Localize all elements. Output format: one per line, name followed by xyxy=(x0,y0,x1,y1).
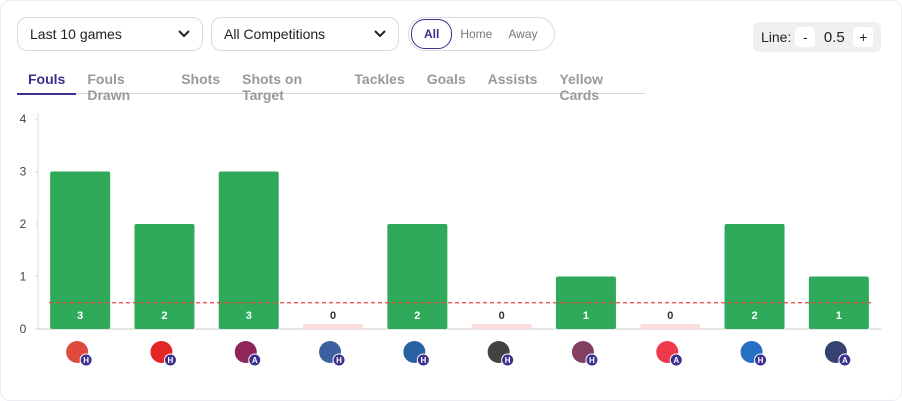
venue-badge-text: H xyxy=(168,356,174,365)
value-label: 0 xyxy=(330,310,336,322)
y-tick-label: 2 xyxy=(20,217,27,231)
chart: 0 1 2 3 4 3 H 2 H 3 A 0 H 2 H 0 H 1 H 0 A 2 H 1 A xyxy=(20,112,881,367)
venue-badge xyxy=(416,353,430,367)
venue-badge xyxy=(79,353,93,367)
value-label: 3 xyxy=(77,310,83,322)
bar xyxy=(640,324,701,329)
stat-tabs: Fouls Fouls Drawn Shots Shots on Target Tack… xyxy=(17,65,645,103)
bar xyxy=(555,276,616,329)
tab[interactable]: Assists xyxy=(487,71,538,87)
value-label: 0 xyxy=(667,310,673,322)
games-dropdown[interactable]: Last 10 games xyxy=(17,17,203,51)
bar xyxy=(471,324,532,329)
venue-button[interactable]: All xyxy=(411,19,453,49)
plus-button[interactable]: + xyxy=(853,27,874,47)
team-logo: A xyxy=(824,341,852,367)
value-label: 1 xyxy=(836,310,842,322)
y-tick-label: 3 xyxy=(20,165,27,179)
value-label: 0 xyxy=(499,310,505,322)
value-label: 2 xyxy=(414,310,420,322)
venue-badge xyxy=(754,353,768,367)
venue-badge-text: H xyxy=(589,356,595,365)
line-control: Line: - 0.5 + xyxy=(753,22,881,52)
value-label: 2 xyxy=(751,310,757,322)
tab[interactable]: Shots xyxy=(181,71,221,87)
bar xyxy=(303,324,364,329)
tab[interactable]: Fouls Drawn xyxy=(87,71,131,103)
bar xyxy=(218,171,279,329)
venue-badge xyxy=(669,353,683,367)
team-logo: H xyxy=(150,341,177,367)
tab[interactable]: Fouls xyxy=(17,65,77,95)
y-tick-label: 1 xyxy=(20,270,27,284)
team-logo: H xyxy=(487,341,515,367)
team-logo: H xyxy=(319,341,346,367)
chevron xyxy=(178,30,190,38)
venue-badge xyxy=(501,353,515,367)
value-label: 1 xyxy=(583,310,589,322)
tab[interactable]: Yellow Cards xyxy=(559,71,604,103)
y-tick-label: 4 xyxy=(20,112,27,126)
team-logo: H xyxy=(740,341,768,367)
team-logo: H xyxy=(66,341,93,367)
y-tick-label: 0 xyxy=(20,322,27,336)
line-value: 0.5 xyxy=(823,28,845,46)
venue-button[interactable]: Home xyxy=(460,27,493,41)
venue-badge-text: A xyxy=(842,356,848,365)
tab[interactable]: Goals xyxy=(426,71,466,87)
value-label: 2 xyxy=(161,310,167,322)
venue-badge-text: H xyxy=(505,356,511,365)
team-logo: A xyxy=(234,341,262,367)
team-logo: H xyxy=(403,341,430,367)
dropdown-text: All Competitions xyxy=(224,26,326,42)
venue-badge-text: H xyxy=(420,356,426,365)
venue-badge-text: A xyxy=(673,356,679,365)
bar xyxy=(50,171,111,329)
venue-button[interactable]: Away xyxy=(508,27,538,41)
bar xyxy=(724,224,785,329)
venue-badge xyxy=(585,353,599,367)
team-logo: H xyxy=(571,341,599,367)
chevron xyxy=(374,30,386,38)
venue-badge xyxy=(838,353,852,367)
line-label: Line: xyxy=(761,29,792,45)
tab[interactable]: Tackles xyxy=(354,71,405,87)
venue-badge xyxy=(248,353,262,367)
venue-badge-text: H xyxy=(336,356,342,365)
competitions-dropdown[interactable]: All Competitions xyxy=(211,17,399,51)
value-label: 3 xyxy=(246,310,252,322)
venue-badge xyxy=(332,353,346,367)
venue-toggle: All Home Away xyxy=(408,17,555,51)
dropdown-text: Last 10 games xyxy=(30,26,122,42)
venue-badge-text: H xyxy=(83,356,89,365)
bar xyxy=(808,276,869,329)
venue-badge-text: H xyxy=(758,356,764,365)
tab[interactable]: Shots on Target xyxy=(242,71,302,103)
team-logo: A xyxy=(656,341,683,367)
minus-button[interactable]: - xyxy=(795,27,816,47)
venue-badge-text: A xyxy=(252,356,258,365)
venue-badge xyxy=(163,353,177,367)
